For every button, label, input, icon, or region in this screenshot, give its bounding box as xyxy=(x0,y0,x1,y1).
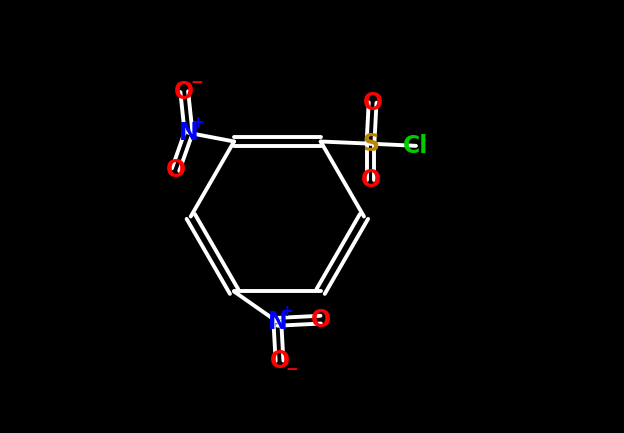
Text: O: O xyxy=(363,90,383,115)
Text: S: S xyxy=(362,132,379,156)
Text: −: − xyxy=(190,74,203,90)
Text: N: N xyxy=(178,121,198,145)
Text: O: O xyxy=(174,80,194,104)
Text: −: − xyxy=(285,362,298,377)
Text: O: O xyxy=(311,307,331,332)
Text: +: + xyxy=(281,304,293,319)
Text: +: + xyxy=(192,115,205,130)
Text: O: O xyxy=(361,168,381,193)
Text: Cl: Cl xyxy=(403,134,429,158)
Text: O: O xyxy=(270,349,290,373)
Text: O: O xyxy=(165,158,186,182)
Text: N: N xyxy=(268,310,287,334)
